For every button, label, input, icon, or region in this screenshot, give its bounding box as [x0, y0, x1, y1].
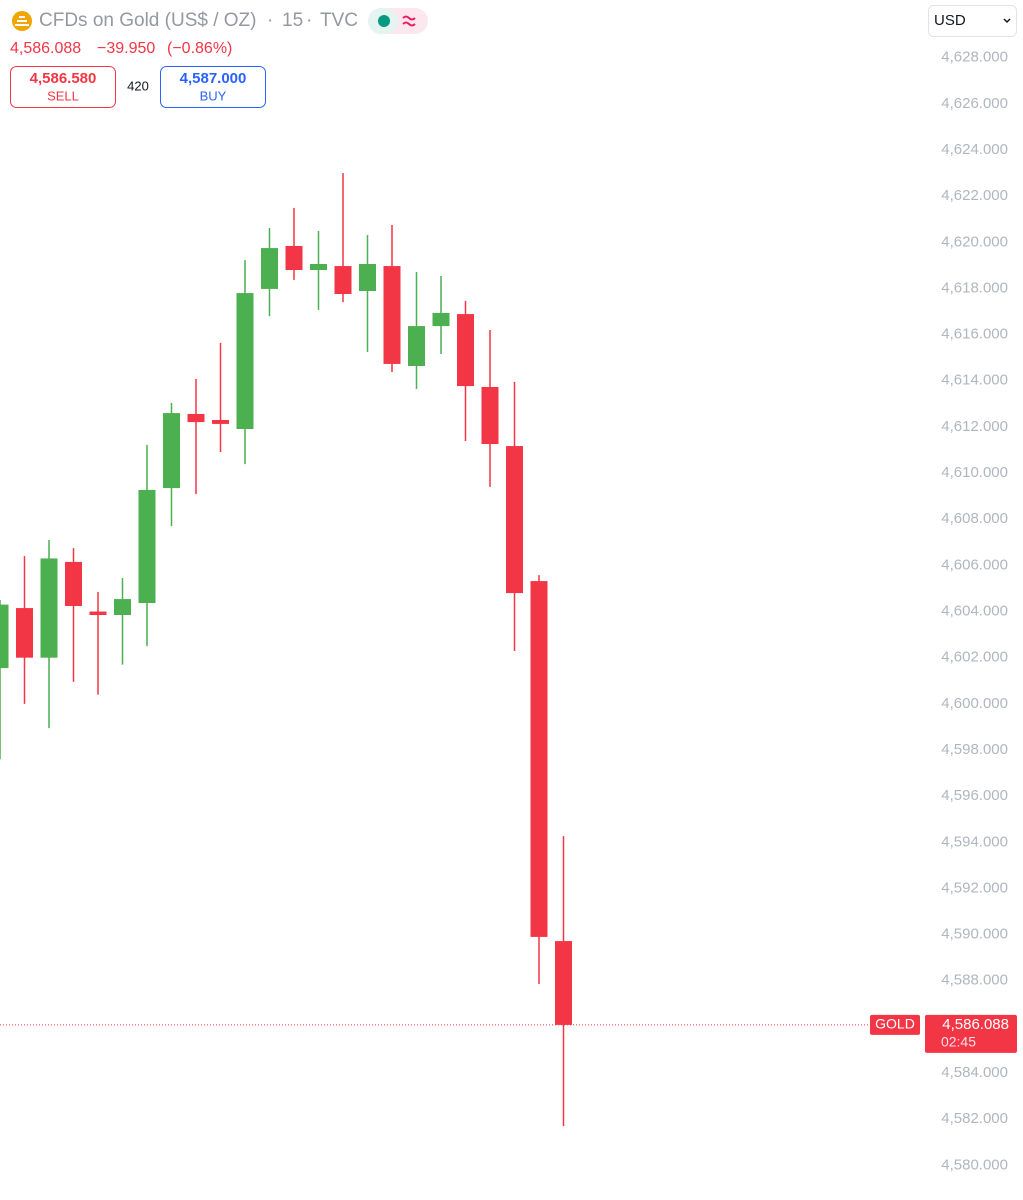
plot-area: 4,580.000 4,582.000 4,584.000 4,588.000 4,59…	[0, 49, 1017, 1173]
symbol-tag: GOLD	[875, 1016, 915, 1032]
buy-price: 4,587.000	[180, 70, 247, 87]
buy-button[interactable]	[160, 66, 266, 108]
candle-body	[261, 248, 278, 289]
y-tick-label: 4,604.000	[941, 603, 1008, 620]
y-tick-label: 4,602.000	[941, 649, 1008, 666]
interval[interactable]: 15	[282, 10, 303, 31]
gold-icon-bars	[15, 16, 29, 26]
candle-body	[530, 581, 548, 937]
separator: ·	[267, 10, 273, 31]
candle-body	[383, 266, 401, 364]
separator: ·	[306, 10, 312, 31]
candle-body	[457, 314, 474, 387]
candle-body	[334, 266, 352, 294]
buy-label: BUY	[200, 88, 227, 103]
candle-body	[481, 387, 499, 444]
spread: 420	[127, 78, 149, 93]
y-tick-label: 4,620.000	[941, 233, 1008, 250]
candle-body	[359, 264, 376, 291]
candle-body	[555, 941, 572, 1025]
y-tick-label: 4,610.000	[941, 464, 1008, 481]
candle-body	[212, 420, 229, 424]
y-tick-label: 4,584.000	[941, 1064, 1008, 1081]
currency-select[interactable]	[928, 5, 1017, 37]
price-change: −39.950	[97, 40, 155, 57]
candle-body	[89, 611, 107, 615]
y-tick-label: 4,614.000	[941, 372, 1008, 389]
y-tick-label: 4,592.000	[941, 879, 1008, 896]
y-tick-label: 4,616.000	[941, 326, 1008, 343]
source: TVC	[320, 10, 358, 31]
market-open-dot	[378, 15, 390, 27]
symbol-tag-box	[870, 1014, 920, 1035]
y-tick-label: 4,626.000	[941, 95, 1008, 112]
symbol-title[interactable]: CFDs on Gold (US$ / OZ)	[39, 10, 257, 31]
currency-label: USD	[934, 12, 966, 29]
sell-label: SELL	[47, 88, 79, 103]
y-tick-label: 4,594.000	[941, 833, 1008, 850]
price-label-box	[925, 1014, 1017, 1053]
countdown: 02:45	[941, 1034, 976, 1050]
sell-price: 4,586.580	[30, 70, 97, 87]
y-tick-label: 4,598.000	[941, 741, 1008, 758]
candle-body	[16, 608, 33, 658]
delayed-icon	[402, 15, 416, 27]
y-tick-label: 4,612.000	[941, 418, 1008, 435]
y-tick-label: 4,618.000	[941, 279, 1008, 296]
sell-button[interactable]	[10, 66, 116, 108]
candle-body	[432, 312, 450, 327]
candle-body	[310, 264, 327, 270]
last-price: 4,586.088	[10, 40, 81, 57]
y-tick-label: 4,628.000	[941, 49, 1008, 66]
y-tick-label: 4,590.000	[941, 926, 1008, 943]
candle-body	[285, 246, 303, 270]
price-change-percent: (−0.86%)	[167, 40, 232, 57]
y-tick-label: 4,600.000	[941, 695, 1008, 712]
dropdown-arrow	[1003, 18, 1011, 24]
y-tick-label: 4,624.000	[941, 141, 1008, 158]
candle-body	[40, 558, 58, 658]
candle-body	[138, 489, 156, 603]
y-tick-label: 4,622.000	[941, 187, 1008, 204]
candle-body	[236, 293, 254, 429]
candle-body	[65, 561, 82, 606]
candle-body	[187, 414, 205, 423]
candle-body	[0, 604, 9, 669]
price-label: 4,586.088	[942, 1016, 1009, 1033]
y-tick-label: 4,582.000	[941, 1110, 1008, 1127]
y-tick-label: 4,606.000	[941, 556, 1008, 573]
candle-body	[163, 413, 180, 489]
y-tick-label: 4,580.000	[941, 1156, 1008, 1173]
candle-body	[114, 599, 131, 615]
y-tick-label: 4,588.000	[941, 972, 1008, 989]
y-tick-label: 4,596.000	[941, 787, 1008, 804]
y-tick-label: 4,608.000	[941, 510, 1008, 527]
candle-body	[506, 446, 523, 594]
candle-body	[408, 326, 425, 366]
